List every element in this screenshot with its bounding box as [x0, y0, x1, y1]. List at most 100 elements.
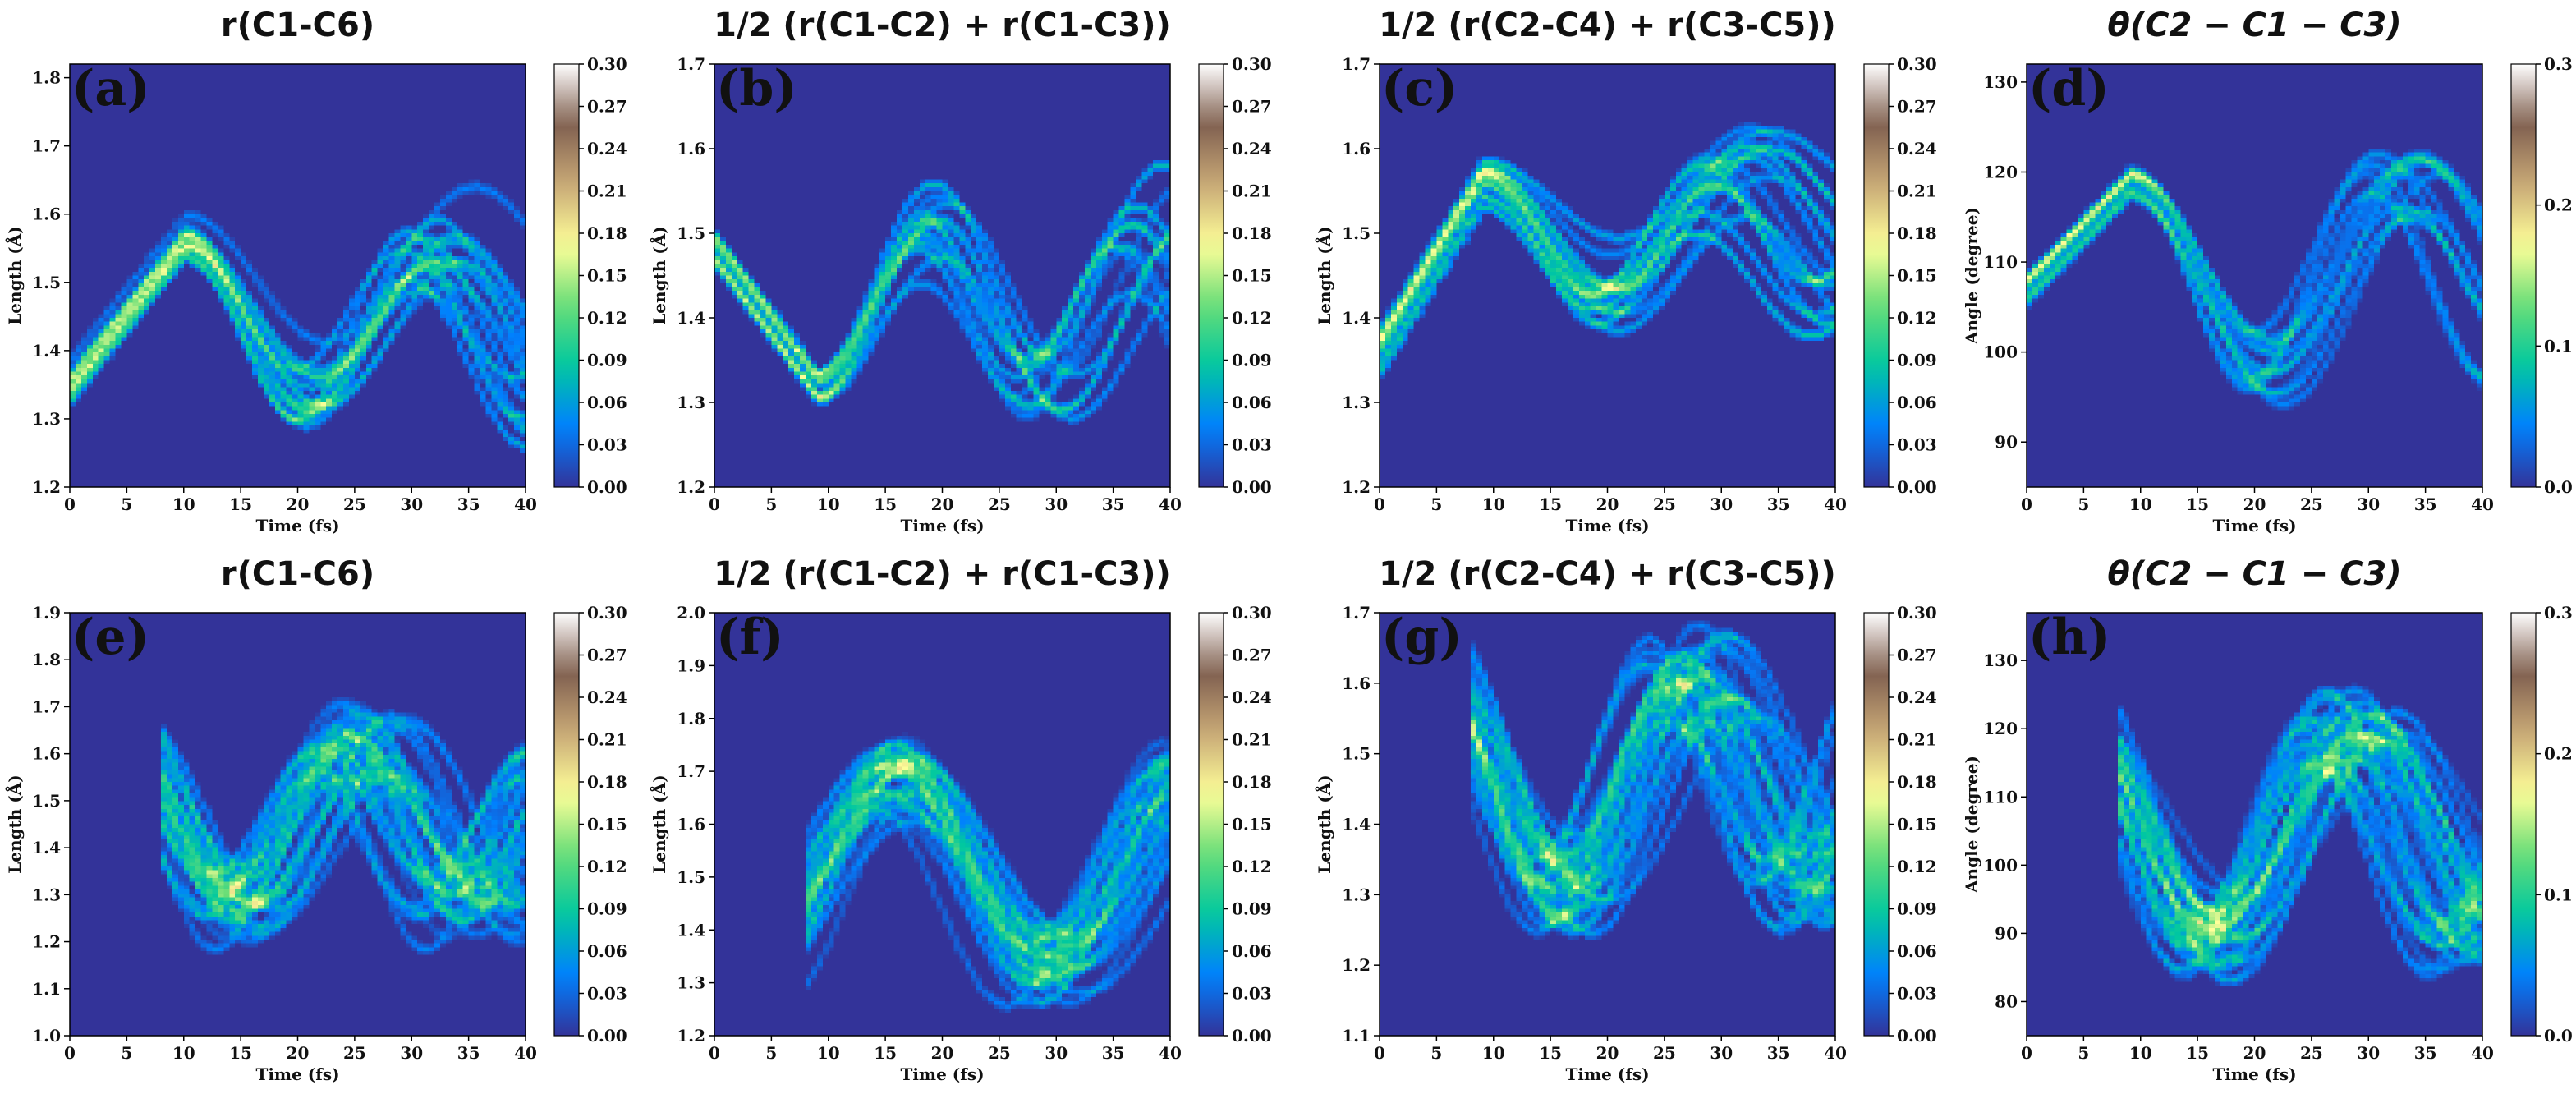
x-tick-label: 40 [2471, 494, 2494, 514]
panel-label: (d) [2028, 60, 2110, 117]
y-axis-label: Length (Å) [5, 226, 25, 325]
colorbar-tick-label: 0.15 [1232, 815, 1272, 834]
y-tick-label: 110 [1983, 787, 2018, 807]
x-tick-label: 5 [765, 1043, 777, 1063]
colorbar-tick-label: 0.18 [1897, 772, 1937, 792]
x-tick-label: 20 [2243, 494, 2266, 514]
heatmap-a [70, 64, 526, 487]
x-tick-label: 10 [817, 494, 840, 514]
y-tick-label: 1.7 [32, 696, 61, 716]
x-axis-label: Time (fs) [900, 1064, 984, 1084]
colorbar-b [1198, 63, 1224, 488]
colorbar-e [553, 612, 580, 1037]
colorbar-tick-label: 0.18 [1232, 223, 1272, 243]
x-tick-label: 25 [343, 1043, 366, 1063]
x-tick-label: 15 [1539, 1043, 1562, 1063]
x-tick-label: 30 [400, 494, 423, 514]
y-tick-label: 1.7 [32, 136, 61, 156]
x-tick-label: 5 [1430, 1043, 1442, 1063]
colorbar-tick-label: 0.06 [587, 941, 627, 961]
y-tick-label: 1.4 [677, 308, 705, 328]
colorbar-tick-label: 0.21 [1897, 730, 1937, 750]
colorbar-tick-label: 0.24 [1897, 139, 1937, 159]
x-tick-label: 30 [1710, 494, 1733, 514]
panel-e: 0 5 10 15 20 25 30 35 40 1.0 1.1 1.2 1.3 1.4 1.5 1.6 1.7… [5, 555, 627, 1084]
colorbar-tick-label: 0.03 [1897, 984, 1937, 1004]
colorbar-tick-label: 0.27 [1232, 97, 1272, 117]
colorbar-tick-label: 0.30 [1232, 54, 1272, 74]
x-axis-label: Time (fs) [255, 516, 339, 536]
x-tick-label: 40 [514, 494, 537, 514]
colorbar-tick-label: 0.15 [1897, 815, 1937, 834]
colorbar-tick-label: 0.00 [587, 477, 627, 497]
colorbar-g [1863, 612, 1890, 1037]
x-tick-label: 5 [121, 1043, 132, 1063]
colorbar-tick-label: 0.03 [587, 435, 627, 455]
x-tick-label: 0 [709, 1043, 720, 1063]
y-tick-label: 1.2 [32, 477, 61, 497]
x-tick-label: 35 [1102, 1043, 1125, 1063]
panel-title: θ(C2 − C1 − C3) [2107, 555, 2401, 593]
colorbar-tick-label: 0.0 [2544, 1026, 2573, 1046]
x-tick-label: 10 [817, 1043, 840, 1063]
colorbar-tick-label: 0.03 [587, 984, 627, 1004]
x-tick-label: 20 [1596, 1043, 1619, 1063]
x-tick-label: 5 [121, 494, 132, 514]
panel-c: 0 5 10 15 20 25 30 35 40 1.2 1.3 1.4 1.5 1.6 1.7 Time (… [1315, 7, 1937, 536]
panel-a: 0 5 10 15 20 25 30 35 40 1.2 1.3 1.4 1.5 1.6 1.7 1.8 Tim… [5, 7, 627, 536]
y-tick-label: 80 [1995, 991, 2018, 1011]
x-tick-label: 10 [1482, 1043, 1505, 1063]
x-tick-label: 40 [1824, 1043, 1847, 1063]
x-tick-label: 25 [988, 494, 1011, 514]
colorbar-tick-label: 0.03 [1232, 984, 1272, 1004]
y-axis-label: Angle (degree) [1962, 207, 1981, 345]
y-tick-label: 1.9 [32, 603, 61, 623]
panel-title: 1/2 (r(C1-C2) + r(C1-C3)) [714, 7, 1171, 44]
colorbar-h [2510, 612, 2537, 1037]
x-tick-label: 5 [2078, 494, 2089, 514]
x-tick-label: 10 [172, 1043, 195, 1063]
x-tick-label: 30 [1710, 1043, 1733, 1063]
colorbar-tick-label: 0.24 [587, 139, 627, 159]
colorbar-tick-label: 0.00 [1897, 477, 1937, 497]
x-tick-label: 10 [2129, 494, 2152, 514]
colorbar-tick-label: 0.00 [587, 1026, 627, 1046]
colorbar-tick-label: 0.30 [587, 54, 627, 74]
y-tick-label: 2.0 [677, 603, 705, 623]
y-tick-label: 1.5 [677, 867, 705, 887]
colorbar-tick-label: 0.00 [1897, 1026, 1937, 1046]
y-tick-label: 100 [1983, 342, 2018, 362]
colorbar-tick-label: 0.09 [587, 899, 627, 919]
colorbar-tick-label: 0.27 [587, 97, 627, 117]
y-tick-label: 1.1 [1342, 1026, 1371, 1046]
x-tick-label: 25 [1653, 1043, 1676, 1063]
colorbar-tick-label: 0.12 [587, 857, 627, 876]
colorbar-tick-label: 0.2 [2544, 195, 2573, 215]
colorbar-tick-label: 0.06 [1232, 941, 1272, 961]
y-tick-label: 1.5 [32, 791, 61, 811]
colorbar-tick-label: 0.30 [1897, 54, 1937, 74]
x-tick-label: 15 [874, 1043, 897, 1063]
x-tick-label: 5 [1430, 494, 1442, 514]
panel-label: (g) [1381, 609, 1462, 666]
x-tick-label: 35 [2414, 494, 2437, 514]
panel-title: r(C1-C6) [221, 7, 374, 44]
y-tick-label: 1.6 [677, 139, 705, 159]
panel-d: 0 5 10 15 20 25 30 35 40 90 100 110 120 130 Time (fs) A… [1962, 7, 2573, 536]
colorbar-tick-label: 0.21 [1897, 182, 1937, 201]
y-tick-label: 1.4 [32, 341, 61, 361]
y-tick-label: 1.5 [1342, 744, 1371, 764]
y-tick-label: 90 [1995, 923, 2018, 943]
colorbar-tick-label: 0.1 [2544, 885, 2573, 904]
colorbar-tick-label: 0.21 [587, 182, 627, 201]
x-tick-label: 20 [2243, 1043, 2266, 1063]
colorbar-tick-label: 0.2 [2544, 744, 2573, 764]
colorbar-tick-label: 0.27 [1897, 97, 1937, 117]
panel-label: (b) [716, 60, 797, 117]
y-tick-label: 1.3 [1342, 885, 1371, 904]
colorbar-d [2510, 63, 2537, 488]
y-tick-label: 1.2 [677, 1026, 705, 1046]
panel-title: r(C1-C6) [221, 555, 374, 593]
y-tick-label: 1.7 [1342, 603, 1371, 623]
panel-b: 0 5 10 15 20 25 30 35 40 1.2 1.3 1.4 1.5 1.6 1.7 Time (… [650, 7, 1272, 536]
